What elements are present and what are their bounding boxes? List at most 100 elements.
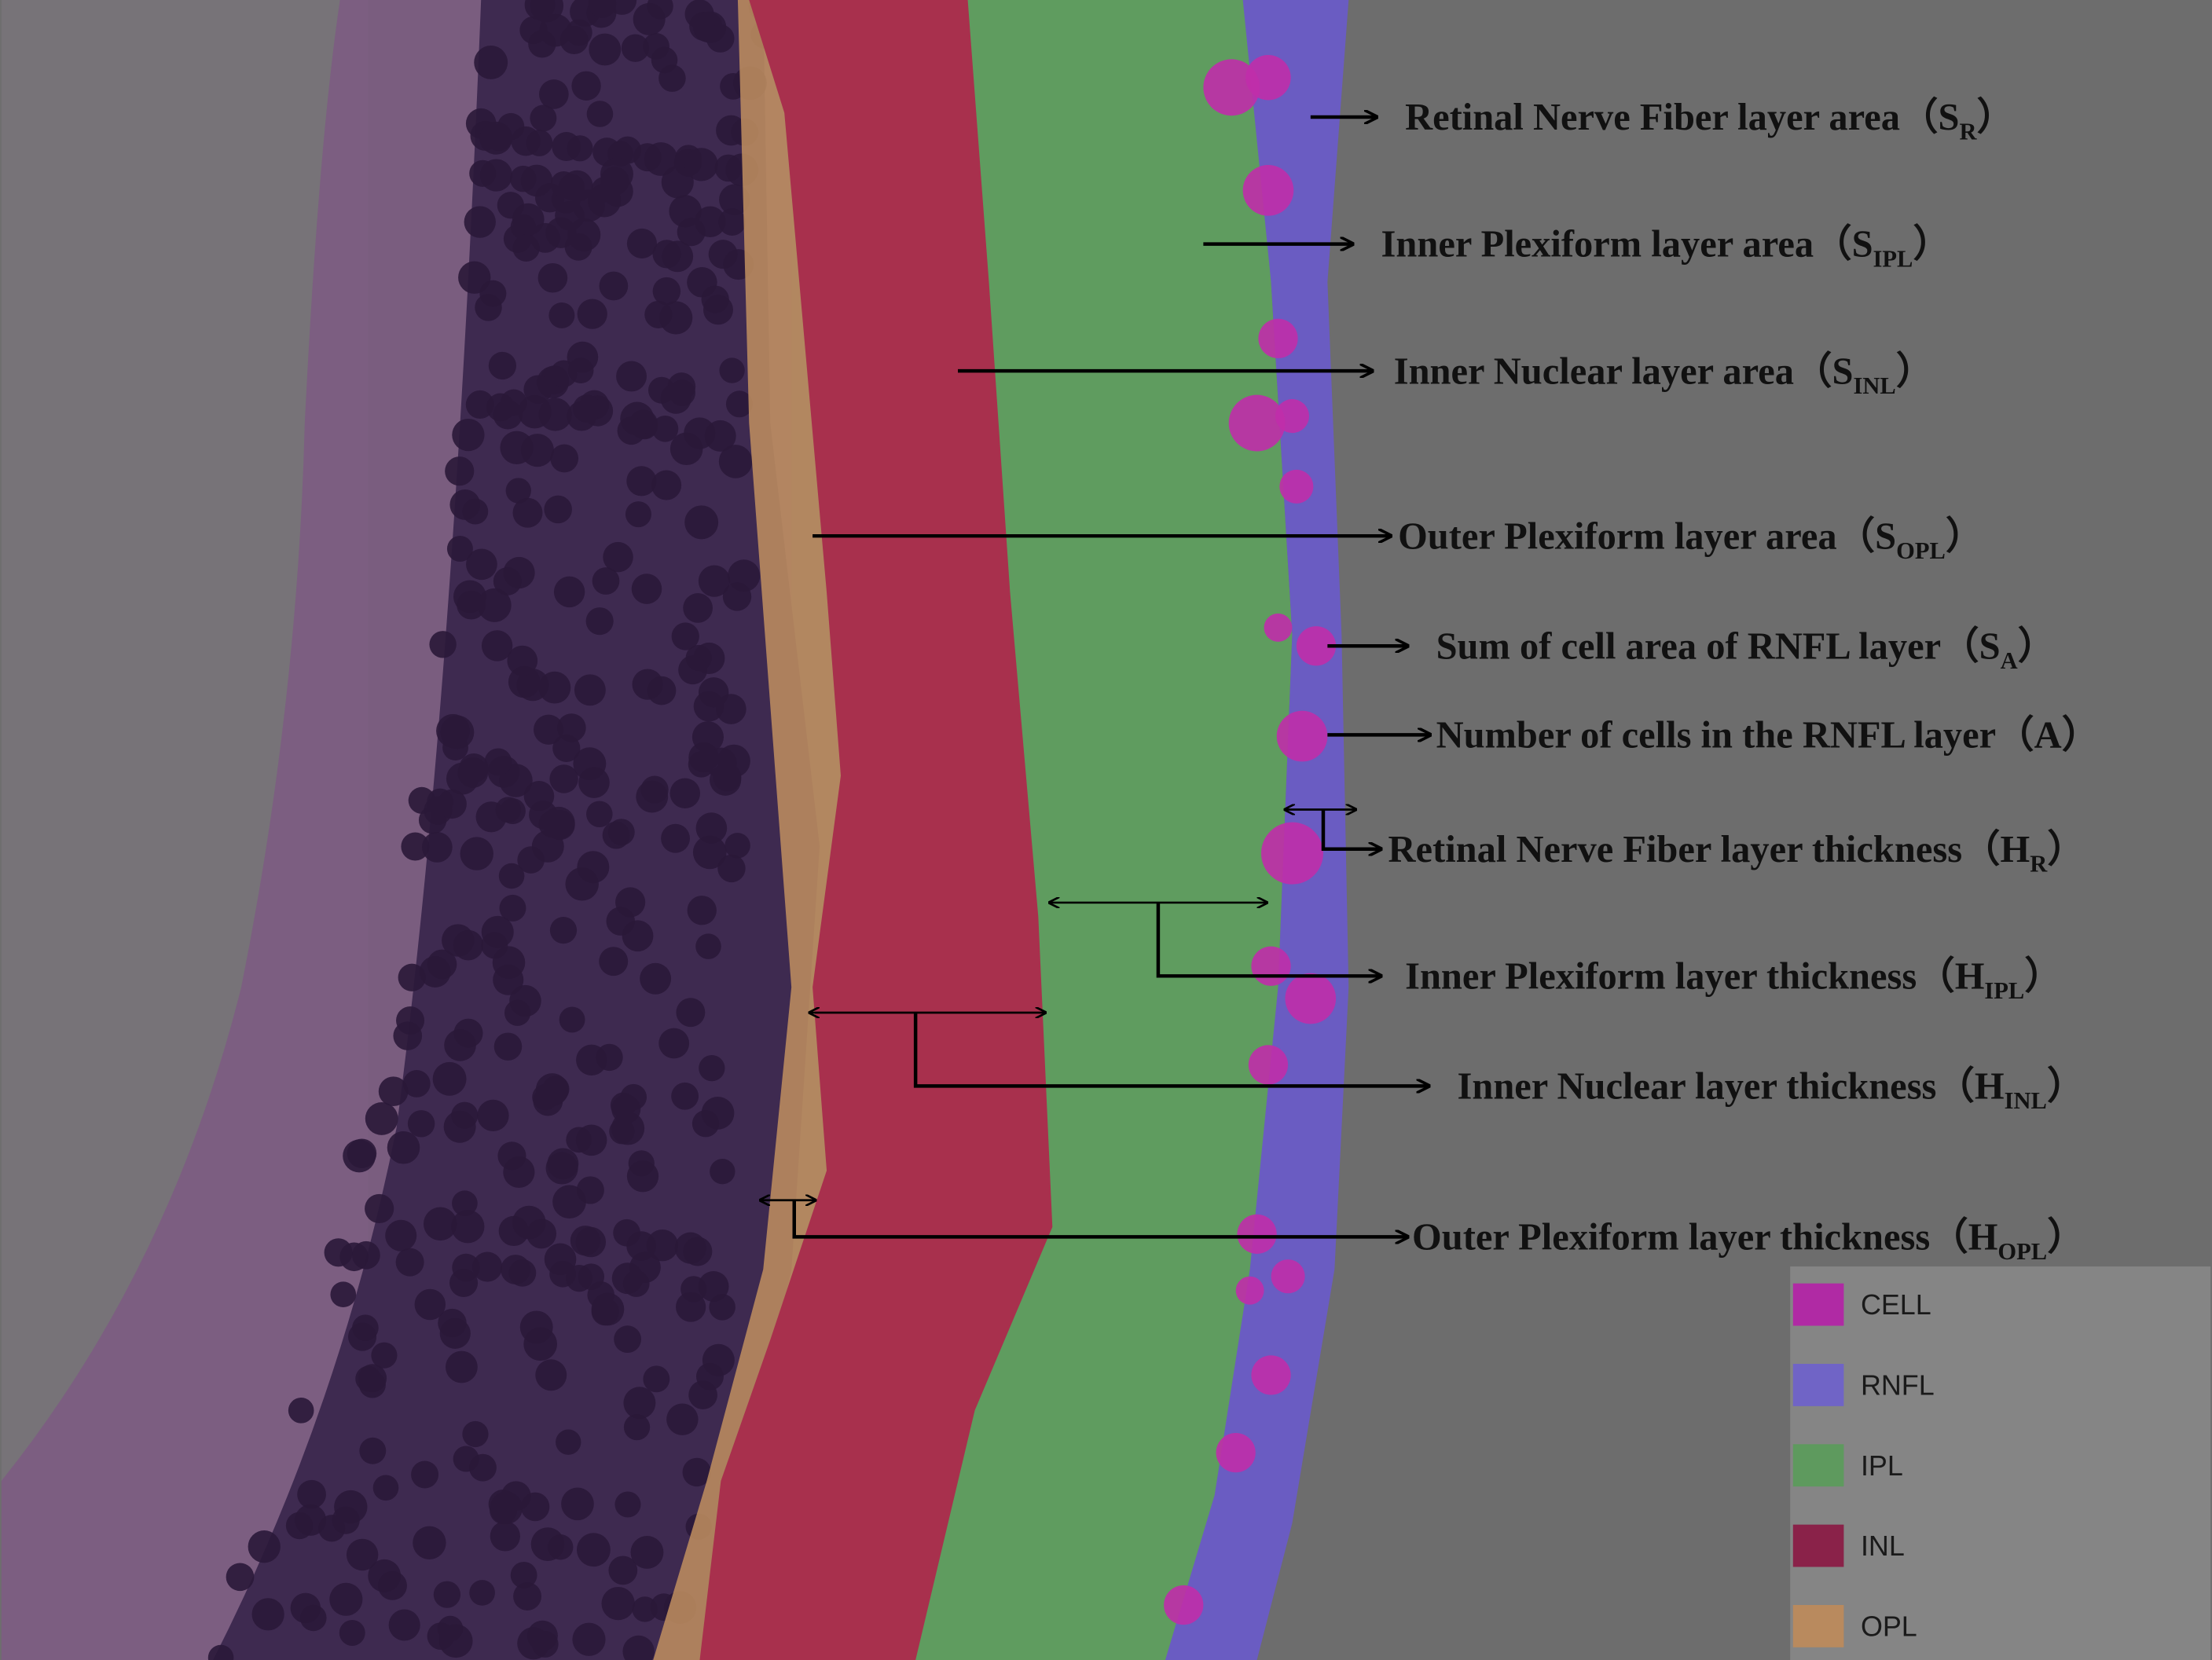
nucleus	[599, 271, 629, 301]
nucleus	[550, 444, 579, 473]
nucleus	[692, 835, 727, 870]
nucleus	[432, 1061, 467, 1096]
nucleus	[365, 1102, 398, 1135]
nucleus	[586, 801, 613, 828]
symbol: S	[1979, 625, 2001, 667]
cell	[1248, 1045, 1289, 1085]
nucleus	[452, 418, 485, 452]
nucleus	[647, 676, 677, 705]
cell	[1216, 1432, 1256, 1473]
nucleus	[378, 1076, 409, 1107]
bracket-close: ）	[1946, 515, 1983, 557]
nucleus	[622, 1635, 655, 1660]
symbol: H	[1968, 1217, 1998, 1259]
nucleus	[572, 1622, 606, 1656]
nucleus	[576, 1044, 607, 1076]
nucleus	[674, 1232, 706, 1264]
annotation-label: Retinal Nerve Fiber layer thickness	[1388, 829, 1963, 870]
leader-arrow	[913, 1012, 1429, 1086]
nucleus	[451, 1210, 485, 1244]
ipl-band	[915, 0, 1293, 1660]
nucleus	[684, 505, 719, 540]
nucleus	[617, 416, 646, 445]
nucleus	[550, 360, 578, 387]
nucleus	[691, 721, 724, 753]
nucleus	[561, 1487, 594, 1521]
legend-box	[1790, 1266, 2211, 1660]
nucleus	[452, 1253, 480, 1282]
nucleus	[669, 778, 701, 808]
nucleus	[226, 1563, 255, 1592]
cell	[1164, 1585, 1204, 1625]
nucleus	[621, 34, 650, 62]
bracket-open: （	[1930, 1216, 1968, 1259]
nucleus	[385, 1219, 417, 1251]
nucleus	[713, 763, 742, 792]
nucleus	[423, 1207, 457, 1241]
subscript: OPL	[1997, 1238, 2047, 1265]
nucleus	[387, 1130, 420, 1164]
nucleus	[445, 456, 475, 486]
symbol: A	[2034, 714, 2062, 756]
bracket-close: ）	[1896, 350, 1934, 392]
nucleus	[535, 1359, 567, 1391]
nucleus	[452, 1190, 478, 1216]
nucleus	[626, 466, 657, 497]
annotation: Outer Plexiform layer thickness（HOPL）	[1412, 1216, 2085, 1266]
nucleus	[519, 1310, 553, 1344]
nucleus	[687, 896, 717, 925]
subscript: R	[1959, 119, 1977, 145]
nucleus	[599, 947, 629, 977]
nucleus	[520, 164, 553, 197]
nucleus	[517, 846, 545, 874]
nucleus	[651, 46, 678, 74]
legend: CELL RNFL IPL INL OPL	[1792, 1283, 1935, 1647]
nucleus	[575, 1226, 607, 1258]
nucleus	[708, 240, 738, 269]
cell	[1275, 399, 1310, 434]
bracket-close: ）	[2062, 713, 2100, 756]
cell	[1296, 626, 1337, 666]
nucleus	[297, 1479, 326, 1509]
nucleus	[585, 607, 614, 636]
annotation: Inner Plexiform layer area（SIPL）	[1381, 223, 1951, 273]
nucleus	[574, 674, 606, 706]
nucleus	[538, 671, 571, 704]
nucleus	[395, 1248, 424, 1277]
annotation-label: Inner Nuclear layer thickness	[1458, 1065, 1937, 1107]
inl-band	[699, 0, 1060, 1660]
nucleus	[512, 497, 543, 528]
nucleus	[499, 798, 526, 825]
nucleus	[534, 714, 564, 745]
nucleus	[724, 833, 750, 859]
cell	[1251, 946, 1291, 986]
bracket-open: （	[1941, 625, 1979, 667]
nucleus	[706, 24, 735, 53]
annotation-label: Inner Plexiform layer area	[1381, 224, 1814, 266]
bracket-open: （	[1814, 223, 1851, 266]
symbol: H	[2001, 829, 2030, 870]
cell	[1264, 613, 1293, 642]
arrows	[761, 117, 1431, 1237]
leader-arrow	[1156, 902, 1381, 976]
symbol: H	[1955, 955, 1985, 997]
nucleus	[589, 33, 622, 66]
nucleus	[388, 1609, 420, 1641]
nucleus	[490, 1521, 520, 1552]
bracket-close: ）	[2047, 1065, 2085, 1107]
cell	[1258, 318, 1298, 358]
nucleus	[704, 420, 736, 452]
nucleus	[623, 1414, 651, 1441]
nucleus	[646, 1229, 679, 1262]
nucleus	[718, 445, 753, 478]
nucleus	[725, 390, 753, 418]
nucleus	[526, 130, 553, 156]
nucleus	[505, 478, 531, 504]
annotation: Inner Nuclear layer thickness（HINL）	[1458, 1065, 2085, 1114]
nucleus	[682, 1457, 711, 1487]
annotations: Retinal Nerve Fiber layer area（SR）Inner …	[1381, 96, 2100, 1265]
nucleus	[330, 1281, 357, 1308]
nucleus	[484, 748, 512, 776]
cell	[1271, 1259, 1305, 1294]
